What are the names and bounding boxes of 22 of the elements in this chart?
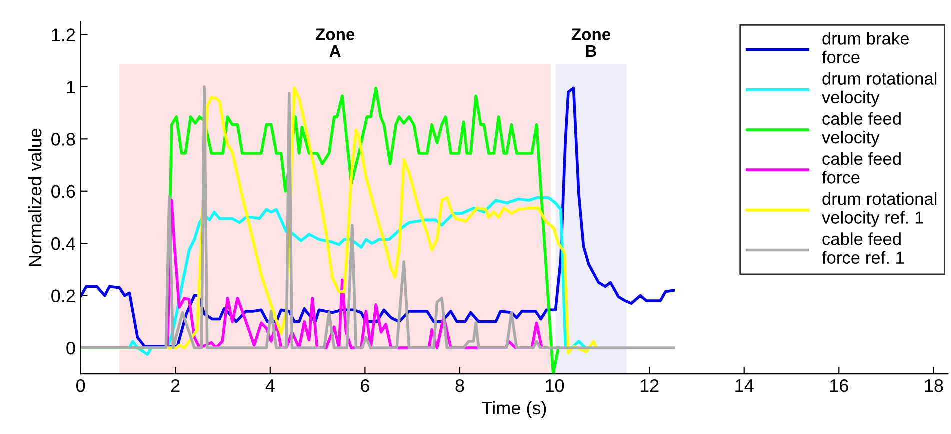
x-tick-label: 12 [640, 379, 659, 392]
band-label: Zone A [316, 28, 355, 58]
x-axis-title: Time (s) [482, 401, 546, 418]
x-tick-label: 10 [546, 379, 564, 392]
y-tick-label: 1.2 [52, 28, 76, 42]
x-tick-label: 6 [361, 379, 370, 392]
x-tick-label: 8 [456, 379, 464, 392]
x-tick-label: 4 [266, 380, 275, 392]
y-tick-label: 0.8 [52, 133, 76, 146]
y-axis-title: Normalized value [28, 128, 42, 266]
band-label: Zone B [572, 28, 611, 58]
y-tick-label: 0.6 [52, 185, 76, 198]
y-tick-label: 0.2 [52, 290, 76, 303]
y-tick-label: 0 [66, 342, 76, 355]
x-tick-label: 14 [736, 380, 754, 392]
x-tick-label: 16 [830, 379, 848, 392]
x-tick-label: 2 [172, 379, 180, 392]
y-tick-label: 1 [67, 81, 76, 94]
y-tick-label: 0.4 [52, 238, 76, 250]
x-tick-label: 18 [925, 379, 944, 392]
x-tick-label: 0 [76, 379, 86, 392]
legend-label: cable feed force ref. 1 [822, 232, 904, 264]
